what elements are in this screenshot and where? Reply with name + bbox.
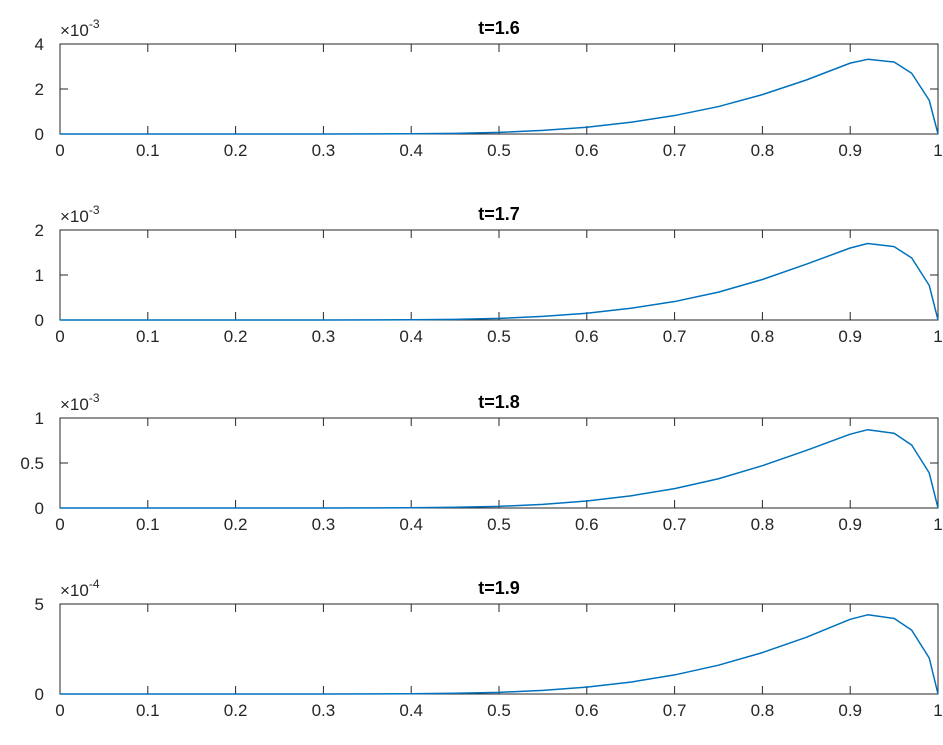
x-tick-label: 0.2 — [224, 701, 248, 720]
x-tick-label: 0.3 — [312, 515, 336, 534]
y-tick-label: 0 — [35, 125, 44, 144]
y-tick-label: 1 — [35, 409, 44, 428]
x-tick-label: 0 — [55, 327, 64, 346]
axes-box — [59, 603, 939, 695]
x-tick-label: 0.4 — [399, 701, 423, 720]
x-tick-label: 0.2 — [224, 141, 248, 160]
x-tick-label: 0.4 — [399, 515, 423, 534]
x-tick-label: 0.9 — [838, 701, 862, 720]
subplot-title: t=1.7 — [478, 204, 520, 224]
series-line — [60, 242, 939, 321]
y-exponent-label: ×10-3 — [60, 391, 100, 414]
axes-box — [59, 417, 939, 509]
x-tick-label: 0.6 — [575, 515, 599, 534]
y-tick-label: 0.5 — [20, 454, 44, 473]
x-tick-label: 0.3 — [312, 327, 336, 346]
x-tick-label: 0.2 — [224, 327, 248, 346]
subplot-2: 0 0.1 0.2 0.3 0.4 0.5 0.6 0.7 0.8 0.9 1 0 1 2 ×10-3 t=1… — [35, 203, 943, 346]
x-tick-label: 1 — [933, 327, 942, 346]
x-tick-label: 0.4 — [399, 327, 423, 346]
series-line — [60, 428, 939, 509]
x-tick-label: 0.9 — [838, 327, 862, 346]
subplot-title: t=1.9 — [478, 578, 520, 598]
x-tick-label: 0.6 — [575, 141, 599, 160]
y-tick-label: 1 — [35, 266, 44, 285]
y-tick-label: 0 — [35, 499, 44, 518]
x-tick-label: 0.6 — [575, 327, 599, 346]
x-tick-label: 0.2 — [224, 515, 248, 534]
x-tick-label: 0.9 — [838, 141, 862, 160]
x-tick-label: 0.7 — [663, 141, 687, 160]
x-tick-label: 0.5 — [487, 701, 511, 720]
y-tick-label: 0 — [35, 685, 44, 704]
subplot-1: 0 0.1 0.2 0.3 0.4 0.5 0.6 0.7 0.8 0.9 1 0 2 4 ×10-3 t=1… — [35, 17, 943, 160]
y-tick-label: 4 — [35, 35, 44, 54]
x-tick-label: 0.9 — [838, 515, 862, 534]
y-tick-label: 2 — [35, 221, 44, 240]
y-exponent-label: ×10-3 — [60, 17, 100, 40]
subplot-3: 0 0.1 0.2 0.3 0.4 0.5 0.6 0.7 0.8 0.9 1 0 0.5 1 ×10-3 t… — [20, 391, 942, 534]
x-tick-label: 0.5 — [487, 141, 511, 160]
axes-box — [59, 43, 939, 135]
x-tick-label: 1 — [933, 701, 942, 720]
y-tick-label: 5 — [35, 595, 44, 614]
x-tick-label: 0.8 — [751, 515, 775, 534]
x-tick-label: 0.5 — [487, 327, 511, 346]
x-tick-label: 0.7 — [663, 327, 687, 346]
x-tick-label: 0.1 — [136, 701, 160, 720]
axes-box — [59, 229, 939, 321]
x-tick-label: 0 — [55, 701, 64, 720]
y-tick-label: 2 — [35, 80, 44, 99]
x-tick-label: 0.7 — [663, 701, 687, 720]
x-tick-label: 0 — [55, 141, 64, 160]
x-tick-label: 0.1 — [136, 515, 160, 534]
x-tick-label: 0.6 — [575, 701, 599, 720]
x-tick-label: 0.1 — [136, 141, 160, 160]
y-exponent-label: ×10-4 — [60, 577, 100, 600]
subplot-title: t=1.6 — [478, 18, 520, 38]
y-tick-label: 0 — [35, 311, 44, 330]
y-exponent-label: ×10-3 — [60, 203, 100, 226]
x-tick-label: 0.8 — [751, 327, 775, 346]
x-tick-label: 0.1 — [136, 327, 160, 346]
x-tick-label: 0 — [55, 515, 64, 534]
subplot-title: t=1.8 — [478, 392, 520, 412]
x-tick-label: 1 — [933, 515, 942, 534]
series-line — [60, 58, 939, 135]
series-line — [60, 614, 939, 695]
x-tick-label: 0.8 — [751, 701, 775, 720]
x-tick-label: 0.3 — [312, 141, 336, 160]
x-tick-label: 0.8 — [751, 141, 775, 160]
x-tick-label: 0.4 — [399, 141, 423, 160]
x-tick-label: 0.7 — [663, 515, 687, 534]
x-tick-label: 0.5 — [487, 515, 511, 534]
subplot-4: 0 0.1 0.2 0.3 0.4 0.5 0.6 0.7 0.8 0.9 1 0 5 ×10-4 t=1.… — [35, 577, 943, 720]
x-tick-label: 1 — [933, 141, 942, 160]
x-tick-label: 0.3 — [312, 701, 336, 720]
